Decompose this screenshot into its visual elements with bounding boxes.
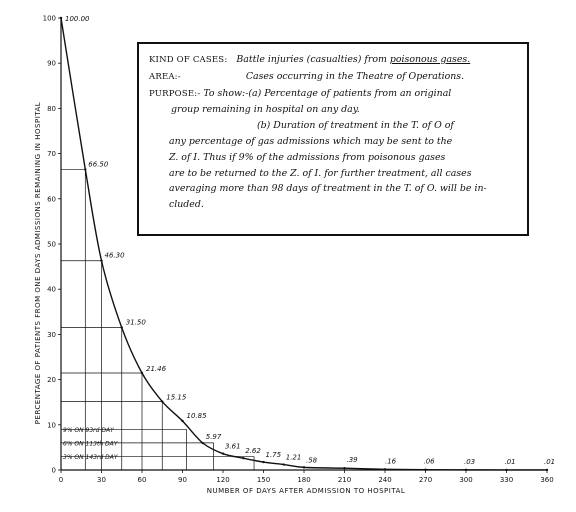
data-point: [84, 168, 87, 171]
y-tick-label: 0: [52, 467, 56, 475]
purpose-line-8: cluded.: [169, 199, 204, 211]
x-tick-label: 330: [500, 476, 513, 484]
kind-of-cases-row: KIND OF CASES: Battle injuries (casualti…: [149, 52, 517, 69]
area-row: AREA:- Cases occurring in the Theatre of…: [149, 69, 517, 86]
annotations: 9% ON 93rd DAY 6% ON 113th DAY 3% ON 143rd…: [63, 427, 119, 461]
y-tick-label: 90: [47, 60, 56, 68]
data-label: 31.50: [126, 319, 147, 327]
data-label: 3.61: [225, 443, 241, 451]
legend-box: KIND OF CASES: Battle injuries (casualti…: [137, 42, 529, 236]
data-point: [161, 400, 164, 403]
x-tick-label: 90: [178, 476, 187, 484]
x-tick-label: 180: [297, 476, 310, 484]
data-point: [505, 468, 508, 472]
x-tick-label: 300: [459, 476, 472, 484]
area-text: Cases occurring in the Theatre of Operat…: [245, 70, 465, 82]
y-tick-label: 60: [47, 195, 56, 203]
data-point: [343, 467, 346, 470]
data-point: [545, 468, 549, 472]
data-point: [140, 371, 144, 375]
data-label: .16: [385, 457, 397, 465]
x-tick-label: 210: [338, 476, 351, 484]
purpose-row: PURPOSE:- To show:-(a) Percentage of pat…: [149, 86, 517, 103]
guide-lines: [61, 169, 255, 470]
data-label: 100.00: [65, 15, 90, 23]
x-tick-label: 120: [216, 476, 229, 484]
y-tick-label: 30: [47, 331, 56, 339]
kind-label: KIND OF CASES:: [149, 55, 228, 65]
purpose-line-5: Z. of I. Thus if 9% of the admissions fr…: [169, 151, 446, 163]
area-label: AREA:-: [149, 71, 181, 82]
annotation-text: 6% ON 113th DAY: [63, 440, 119, 447]
data-points: 100.00 66.50 46.30 31.50 21.46 15.15 10.85 5.97…: [59, 15, 555, 472]
kind-text-underlined: poisonous gases.: [389, 54, 471, 65]
data-label: 21.46: [146, 365, 167, 373]
data-label: 1.75: [266, 451, 282, 459]
x-tick-label: 270: [419, 476, 432, 484]
series-line: [60, 17, 548, 471]
purpose-line-7: averaging more than 98 days of treatment…: [169, 183, 487, 195]
x-tick-label: 60: [138, 476, 147, 484]
annotation-text: 3% ON 143rd DAY: [63, 454, 119, 461]
data-point: [383, 468, 387, 471]
data-label: 15.15: [166, 394, 187, 402]
data-label: 2.62: [245, 447, 261, 455]
y-tick-label: 50: [47, 241, 56, 249]
kind-text: Battle injuries (casualties) from: [236, 54, 390, 65]
data-point: [262, 460, 265, 464]
data-label: .03: [464, 458, 475, 466]
y-axis-label: PERCENTAGE OF PATIENTS FROM ONE DAYS ADM…: [34, 102, 42, 424]
data-point: [242, 456, 245, 460]
x-tick-label: 360: [540, 476, 553, 484]
data-point: [282, 463, 285, 466]
data-point: [464, 468, 468, 472]
data-label: .58: [306, 456, 318, 464]
y-tick-label: 80: [47, 105, 56, 113]
data-point: [221, 452, 225, 455]
data-label: .39: [347, 456, 359, 464]
y-tick-label: 100: [43, 15, 56, 23]
y-tick-label: 20: [47, 376, 56, 384]
x-axis-label: NUMBER OF DAYS AFTER ADMISSION TO HOSPIT…: [207, 487, 406, 495]
data-label: 5.97: [206, 433, 222, 441]
data-point: [201, 441, 204, 445]
data-point: [100, 259, 103, 262]
x-tick-label: 240: [378, 476, 391, 484]
data-label: 10.85: [187, 412, 208, 420]
purpose-line-4: any percentage of gas admissions which m…: [169, 135, 453, 147]
purpose-line-6: are to be returned to the Z. of I. for f…: [169, 167, 472, 179]
data-point: [302, 466, 306, 469]
y-tick-label: 70: [47, 150, 56, 158]
purpose-line-1: To show:-(a) Percentage of patients from…: [203, 87, 452, 99]
data-label: .01: [505, 458, 516, 466]
x-tick-label: 0: [59, 476, 63, 484]
x-tick-label: 30: [97, 476, 106, 484]
data-point: [181, 419, 184, 423]
annotation-text: 9% ON 93rd DAY: [63, 427, 115, 434]
data-label: 66.50: [88, 160, 109, 168]
data-point: [424, 468, 427, 471]
data-label: .06: [424, 458, 436, 466]
data-label: 1.21: [286, 454, 302, 462]
tick-labels: 0 30 60 90 120 150 180 210 240 270 300 330 360 0 10 20 3…: [43, 15, 554, 485]
x-tick-label: 150: [257, 476, 270, 484]
purpose-line-2: group remaining in hospital on any day.: [171, 104, 360, 116]
purpose-line-3: (b) Duration of treatment in the T. of O…: [257, 120, 454, 132]
y-tick-label: 40: [47, 286, 56, 294]
purpose-label: PURPOSE:-: [149, 88, 201, 99]
data-point: [120, 326, 123, 329]
data-label: 46.30: [105, 252, 126, 260]
y-tick-label: 10: [47, 421, 56, 429]
data-label: .01: [544, 458, 555, 466]
